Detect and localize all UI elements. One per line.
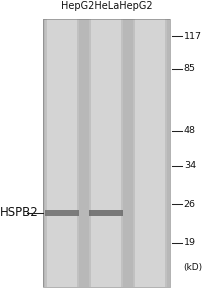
Bar (89, 19, 91, 287)
Text: 34: 34 (184, 161, 196, 170)
Bar (89, 19, 123, 287)
Text: 19: 19 (184, 238, 196, 247)
Bar (89, 210, 123, 216)
Bar (121, 19, 123, 287)
Bar (43, 19, 170, 287)
Bar (165, 19, 168, 287)
Text: 117: 117 (184, 32, 202, 41)
Bar (43, 19, 170, 287)
Bar (77, 19, 79, 287)
Text: (kD): (kD) (184, 263, 203, 272)
Bar (45, 19, 79, 287)
Bar (133, 19, 167, 287)
Text: 48: 48 (184, 126, 196, 135)
Bar (45, 19, 47, 287)
Text: 85: 85 (184, 64, 196, 73)
Text: HepG2HeLaHepG2: HepG2HeLaHepG2 (61, 1, 152, 11)
Bar (45, 210, 79, 216)
Text: 26: 26 (184, 200, 196, 209)
Text: HSPB2: HSPB2 (0, 206, 39, 219)
Bar (133, 19, 135, 287)
